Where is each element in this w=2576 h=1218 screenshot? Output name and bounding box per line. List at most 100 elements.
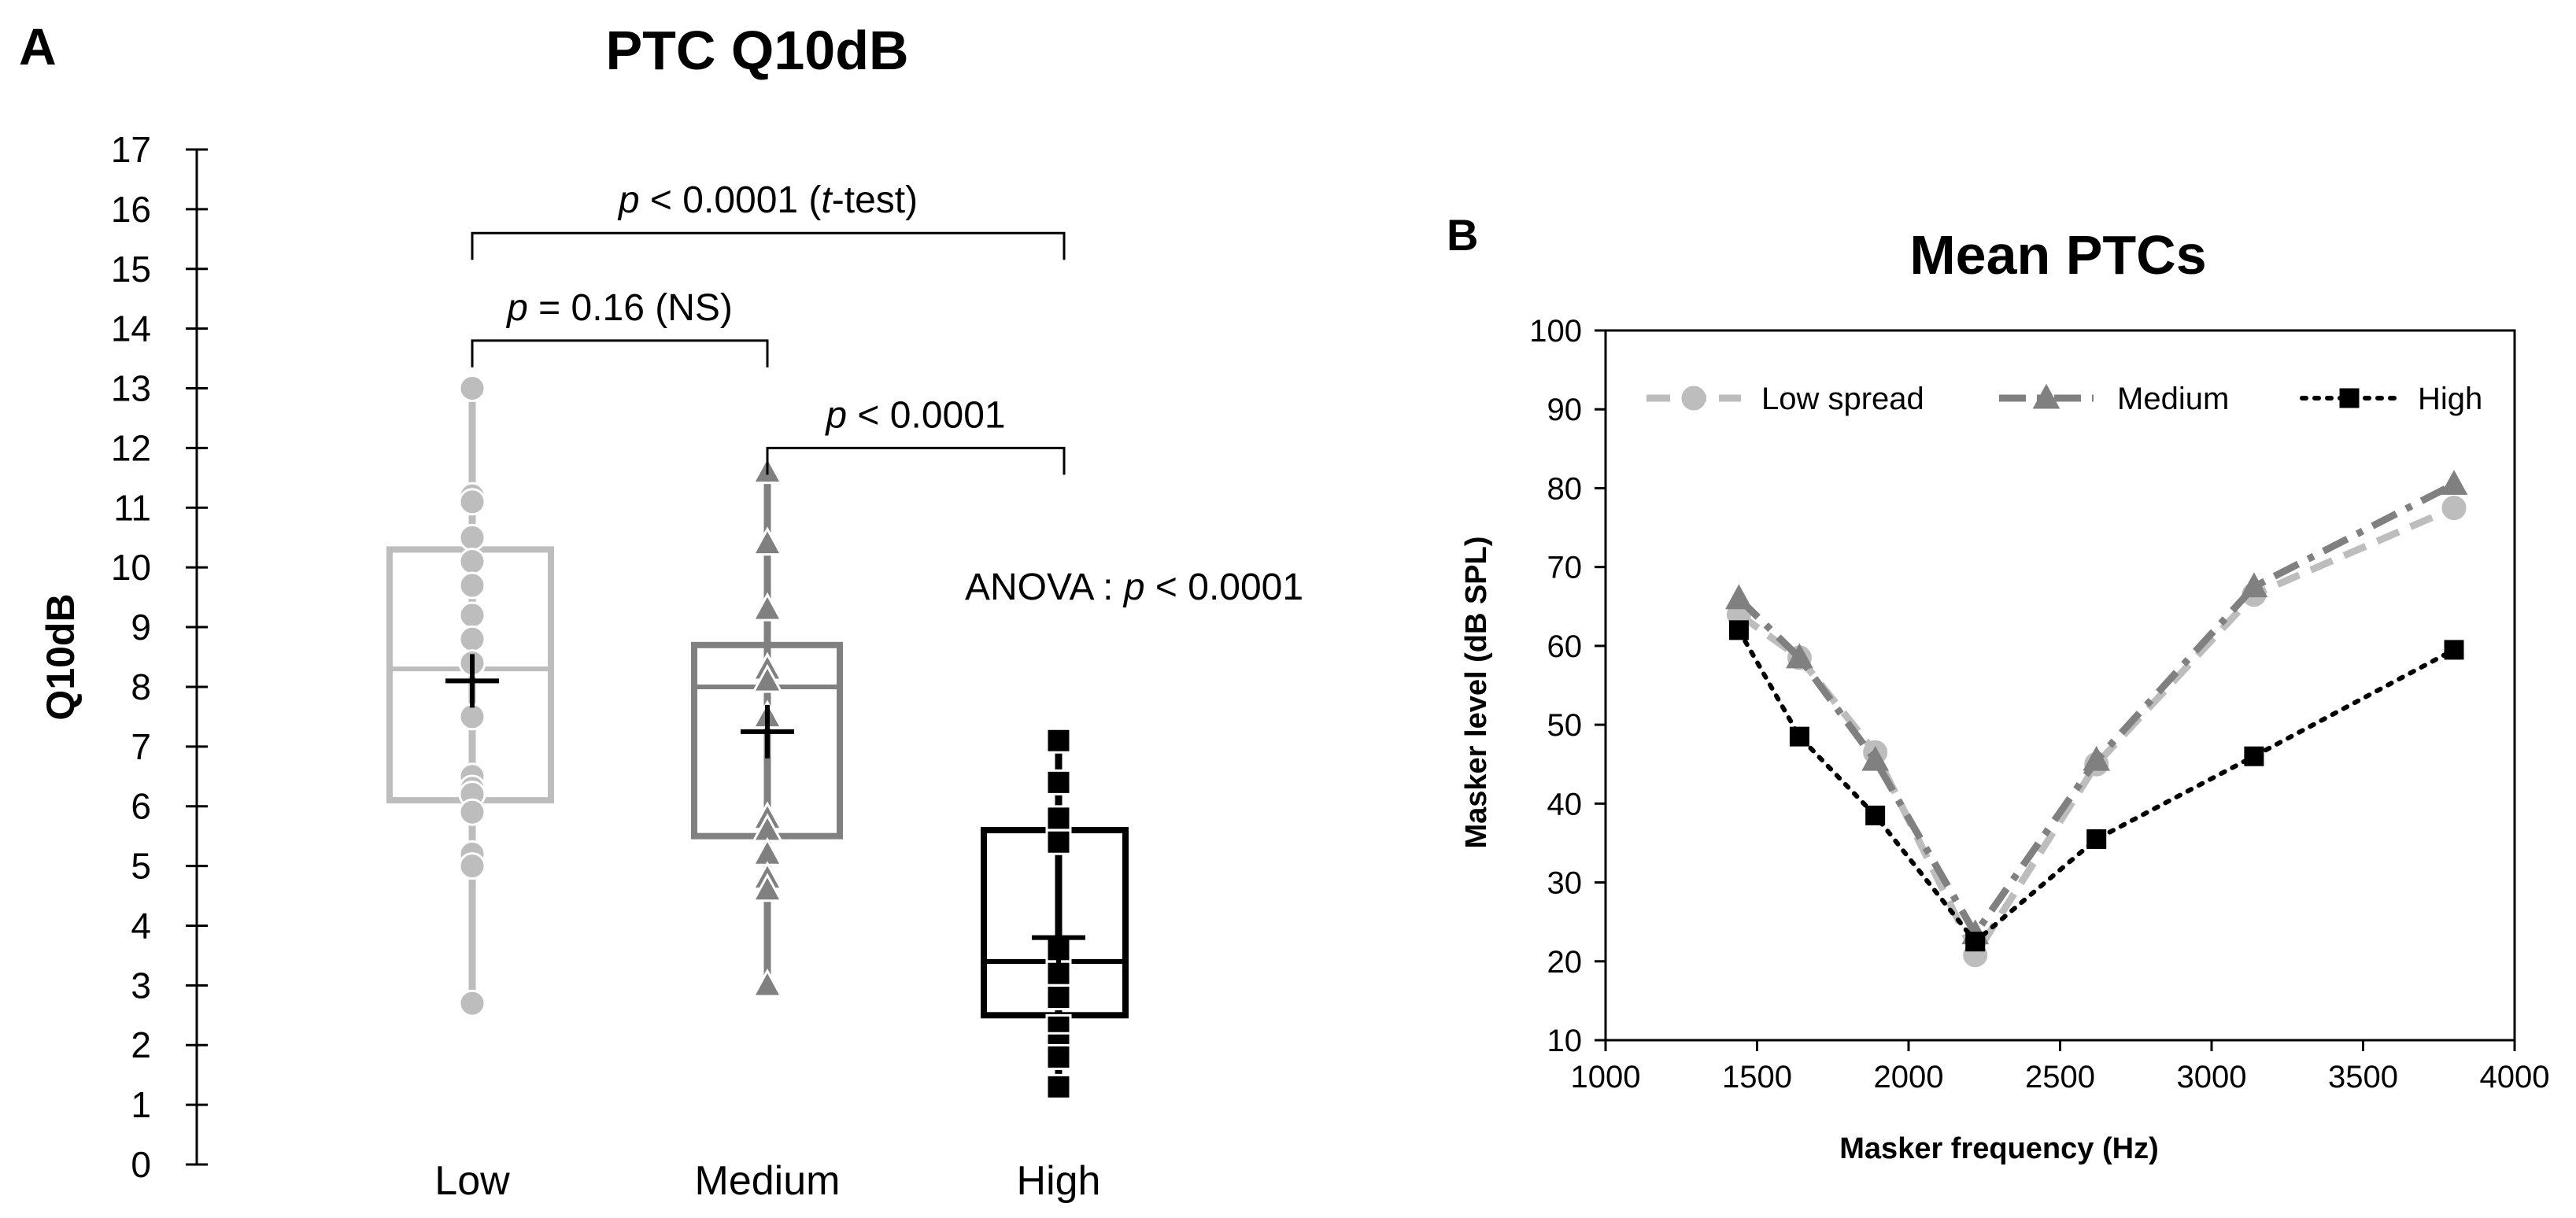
y-tick-label: 11 [113, 487, 151, 528]
y-tick-label: 80 [1547, 471, 1583, 506]
y-tick-label: 40 [1547, 787, 1583, 821]
data-point [1045, 829, 1072, 855]
data-point [458, 989, 486, 1017]
y-tick-label: 50 [1547, 708, 1583, 743]
bracket-low-medium-label-part: = 0.16 (NS) [528, 287, 733, 329]
data-point [1045, 805, 1072, 832]
x-tick-label: 1000 [1571, 1060, 1641, 1094]
y-tick-label: 1 [131, 1084, 151, 1125]
y-tick-label: 3 [131, 965, 151, 1006]
x-tick-label: 2500 [2025, 1060, 2095, 1094]
y-tick-label: 0 [131, 1144, 151, 1185]
y-tick-label: 14 [111, 308, 151, 349]
series-line [1736, 627, 2456, 946]
series-point [2240, 572, 2268, 598]
x-category-label: Medium [695, 1158, 841, 1204]
y-tick-label: 8 [131, 666, 151, 707]
data-point [458, 548, 486, 576]
series-point [2244, 746, 2264, 766]
y-tick-label: 6 [131, 786, 151, 827]
panel-b-label: B [1447, 210, 1478, 260]
series-point [2441, 496, 2467, 520]
data-point [458, 703, 486, 731]
data-point [458, 625, 486, 653]
legend-marker [2032, 383, 2060, 409]
y-tick-label: 4 [131, 905, 151, 946]
data-point [458, 601, 486, 629]
y-tick-label: 2 [131, 1024, 151, 1065]
series-point [1728, 620, 1749, 640]
series-point [1725, 584, 1753, 610]
y-tick-label: 16 [111, 189, 151, 230]
data-point [458, 488, 486, 516]
data-point [751, 873, 784, 902]
line-chart-mean-ptcs: 1000 1500 2000 2500 3000 3500 4000 10 20 30 40 50 60… [1529, 314, 2549, 1094]
plot-frame [1604, 329, 2516, 1042]
series-point [2444, 640, 2464, 660]
x-tick-label: 3500 [2328, 1060, 2398, 1094]
bracket-overall [471, 231, 1066, 260]
bracket-overall-label-part: p [617, 179, 640, 221]
anova-annotation: ANOVA : p < 0.0001 [965, 567, 1303, 608]
data-point [751, 968, 784, 998]
y-tick-label: 15 [111, 249, 151, 290]
x-category-label: Low [434, 1158, 510, 1204]
legend-marker [1681, 386, 1706, 411]
y-tick-label: 100 [1529, 314, 1582, 349]
y-tick-label: 10 [111, 547, 151, 588]
x-tick-label: 2000 [1874, 1060, 1944, 1094]
y-tick-label: 90 [1547, 393, 1583, 427]
y-tick-label: 13 [111, 368, 151, 409]
y-tick-label: 7 [131, 726, 151, 767]
bracket-overall-label-part: -test) [832, 179, 918, 221]
bracket-medium-high-label: p < 0.0001 [824, 394, 1005, 436]
bracket-low-medium [471, 339, 769, 367]
data-point [1045, 769, 1072, 795]
x-tick-label: 4000 [2480, 1060, 2550, 1094]
data-point [1045, 1043, 1072, 1070]
bracket-overall-label-part: < 0.0001 ( [640, 179, 822, 221]
chart-b-ylabel: Masker level (dB SPL) [1460, 536, 1493, 848]
series-point [1865, 805, 1886, 825]
y-tick-label: 20 [1547, 945, 1583, 980]
data-point [1045, 727, 1072, 754]
legend-label: Low spread [1761, 382, 1924, 416]
data-point [751, 526, 784, 556]
chart-b-title: Mean PTCs [1909, 224, 2206, 286]
legend-marker [2339, 388, 2360, 408]
y-tick-label: 10 [1547, 1024, 1583, 1058]
x-tick-label: 1500 [1722, 1060, 1792, 1094]
chart-b-xlabel: Masker frequency (Hz) [1839, 1132, 2158, 1165]
chart-a-title: PTC Q10dB [605, 20, 908, 81]
bracket-low-medium-label-part: p [505, 287, 528, 329]
x-category-label: High [1017, 1158, 1101, 1204]
x-tick-label: 3000 [2177, 1060, 2247, 1094]
y-tick-label: 9 [131, 607, 151, 648]
data-point [751, 663, 784, 693]
series-point [2083, 745, 2111, 771]
legend-label: High [2418, 382, 2482, 416]
y-tick-label: 60 [1547, 629, 1583, 664]
y-tick-label: 12 [111, 427, 151, 468]
y-tick-label: 17 [111, 129, 151, 170]
data-point [458, 571, 486, 600]
y-tick-label: 30 [1547, 866, 1583, 901]
bracket-medium-high [766, 446, 1066, 475]
series-point [1786, 643, 1813, 669]
series-point [2086, 829, 2107, 849]
series-point [2440, 470, 2468, 495]
bracket-medium-high-label-part: < 0.0001 [847, 394, 1006, 436]
series-point [1789, 726, 1809, 747]
chart-a-ylabel: Q10dB [39, 593, 83, 720]
bracket-low-medium-label: p = 0.16 (NS) [505, 287, 733, 329]
data-point [751, 592, 784, 622]
data-point [1045, 984, 1072, 1011]
bracket-overall-label-part: t [821, 179, 833, 221]
y-tick-label: 70 [1547, 551, 1583, 585]
data-point [458, 852, 486, 880]
panel-a-label: A [19, 17, 57, 76]
data-point [1045, 1073, 1072, 1100]
data-point [458, 798, 486, 826]
